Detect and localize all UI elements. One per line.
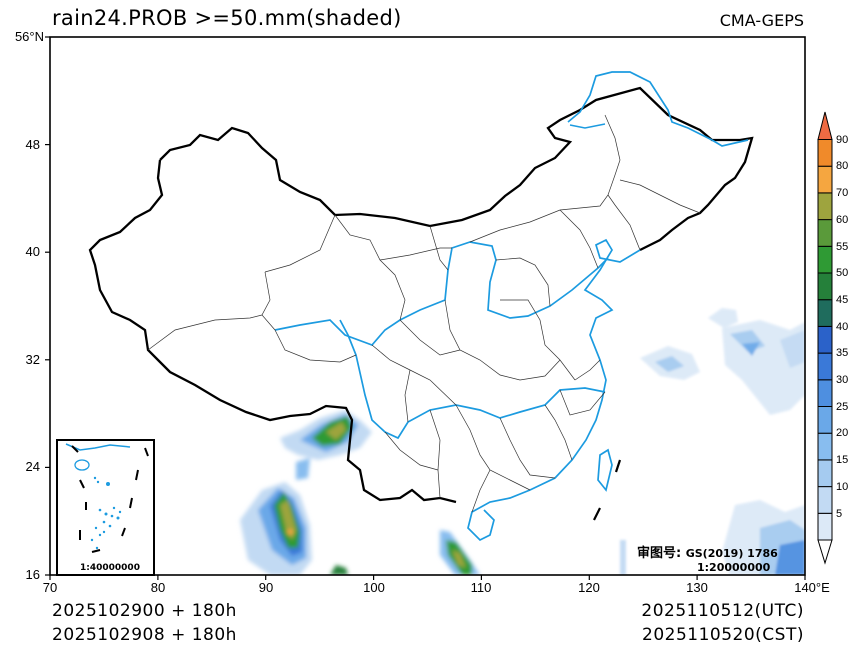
main-map-scale: 1:20000000 [697,561,771,574]
lat-label-48: 48 [25,137,40,152]
colorbar-label-20: 20 [836,427,849,439]
lon-label-110: 110 [470,580,492,595]
lat-label-56: 56°N [14,29,44,44]
lon-label-100: 100 [363,580,385,595]
coastline-east [467,238,641,542]
lat-label-24: 24 [25,459,40,474]
lon-label-80: 80 [150,580,166,595]
colorbar-label-15: 15 [836,454,849,466]
lat-label-16: 16 [25,567,40,582]
river-heilong [567,71,749,147]
colorbar-label-5: 5 [836,508,843,520]
approval-prefix: 审图号: [637,546,682,561]
precip-shading [240,308,805,575]
colorbar-label-25: 25 [836,401,849,413]
model-name: CMA-GEPS [719,11,804,30]
colorbar-label-90: 90 [836,134,849,146]
lon-label-140: 140°E [794,580,830,595]
national-border-west [88,159,457,504]
colorbar-label-50: 50 [836,267,849,279]
colorbar-label-70: 70 [836,187,849,199]
colorbar [817,111,833,565]
map-title: rain24.PROB >=50.mm(shaded) [52,6,402,30]
lon-label-120: 120 [578,580,600,595]
colorbar-label-60: 60 [836,214,849,226]
plot-frame [49,36,806,576]
colorbar-label-45: 45 [836,294,849,306]
lat-label-32: 32 [25,352,40,367]
coastline-taiwan [597,448,613,492]
lat-label-40: 40 [25,244,40,259]
river-nen [569,123,606,129]
river-yellow [274,241,609,347]
colorbar-label-10: 10 [836,481,849,493]
init-time-cst: 2025102908 + 180h [52,625,237,645]
colorbar-label-30: 30 [836,374,849,386]
lon-label-90: 90 [258,580,274,595]
lon-label-70: 70 [42,580,58,595]
colorbar-label-40: 40 [836,321,849,333]
south-china-sea-inset [56,439,155,576]
lon-label-130: 130 [686,580,708,595]
valid-time-cst: 2025110520(CST) [642,625,804,645]
colorbar-label-55: 55 [836,241,849,253]
map-approval-number: 审图号: GS(2019) 1786 [637,542,778,561]
inset-map-scale: 1:40000000 [80,563,140,573]
axis-ticks [45,36,806,580]
river-yangtze [339,319,606,440]
approval-code: GS(2019) 1786 [685,547,778,560]
valid-time-utc: 2025110512(UTC) [641,601,804,621]
init-time-utc: 2025102900 + 180h [52,601,237,621]
national-border [159,86,754,252]
colorbar-label-80: 80 [836,160,849,172]
colorbar-label-35: 35 [836,347,849,359]
